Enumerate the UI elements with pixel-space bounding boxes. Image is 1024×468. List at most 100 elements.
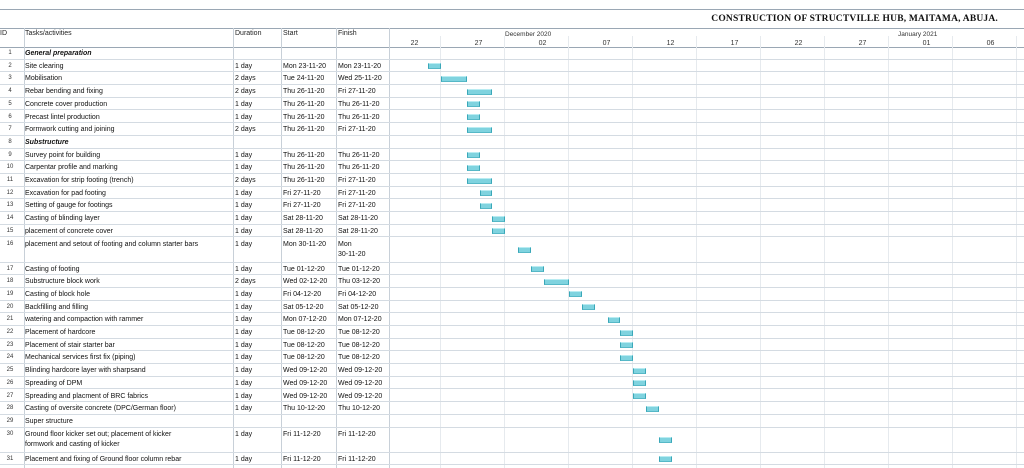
timeline-grid-line (504, 36, 506, 468)
gantt-task-bar[interactable] (492, 215, 506, 222)
task-row[interactable]: 30 Ground floor kicker set out; placement… (0, 428, 1024, 453)
task-row[interactable]: 20 Backfilling and filling 1 day Sat 05-12-… (0, 301, 1024, 314)
task-start: Tue 08-12-20 (283, 329, 325, 336)
task-row[interactable]: 18 Substructure block work 2 days Wed 02-12… (0, 275, 1024, 288)
row-divider (0, 388, 1024, 390)
task-finish: Fri 04-12-20 (338, 290, 377, 298)
gantt-task-bar[interactable] (582, 304, 595, 311)
task-name: General preparation (25, 50, 92, 57)
task-id: 20 (6, 303, 14, 310)
gantt-task-bar[interactable] (479, 190, 493, 197)
row-divider (0, 324, 1024, 326)
row-divider (0, 413, 1024, 415)
task-row[interactable]: 16 placement and setout of footing and co… (0, 238, 1024, 263)
gantt-task-bar[interactable] (466, 152, 480, 159)
gantt-task-bar[interactable] (530, 266, 544, 272)
task-row[interactable]: 6 Precast lintel production 1 day Thu 26-11… (0, 111, 1024, 124)
row-divider (0, 172, 1024, 174)
gantt-task-bar[interactable] (646, 405, 659, 412)
task-start: Thu 26-11-20 (283, 100, 325, 108)
row-divider (0, 337, 1024, 339)
task-duration: 1 day (235, 392, 253, 400)
col-header-duration[interactable]: Duration (235, 30, 262, 37)
timeline-day-label: 07 (602, 40, 611, 47)
col-header-task[interactable]: Tasks/activities (25, 30, 72, 37)
gantt-task-bar[interactable] (466, 101, 480, 108)
gantt-task-bar[interactable] (620, 342, 634, 349)
task-row[interactable]: 26 Spreading of DPM 1 day Wed 09-12-20 Wed 0… (0, 377, 1024, 390)
header-top-border (0, 28, 1024, 29)
task-row[interactable]: 25 Blinding hardcore layer with sharpsand… (0, 364, 1024, 377)
gantt-task-bar[interactable] (466, 126, 493, 133)
row-divider (0, 274, 1024, 276)
gantt-task-bar[interactable] (466, 164, 480, 171)
gantt-task-bar[interactable] (620, 329, 634, 336)
task-row[interactable]: 8 Substructure (0, 136, 1024, 149)
task-row[interactable]: 31 Placement and fixing of Ground floor c… (0, 453, 1024, 466)
gantt-task-bar[interactable] (607, 316, 621, 323)
task-id: 23 (6, 341, 14, 348)
task-id: 13 (6, 202, 14, 209)
gantt-task-bar[interactable] (658, 437, 672, 444)
task-row[interactable]: 9 Survey point for building 1 day Thu 26-11… (0, 149, 1024, 162)
task-row[interactable]: 23 Placement of stair starter bar 1 day Tue… (0, 339, 1024, 352)
task-finish: Sat 05-12-20 (338, 303, 379, 311)
task-row[interactable]: 2 Site clearing 1 day Mon 23-11-20 Mon 23-11… (0, 60, 1024, 73)
task-row[interactable]: 27 Spreading and placment of BRC fabrics 1… (0, 390, 1024, 403)
col-header-id[interactable]: ID (0, 30, 7, 37)
timeline-grid-line (952, 36, 954, 468)
task-finish: Tue 01-12-20 (338, 265, 380, 273)
task-row[interactable]: 1 General preparation (0, 47, 1024, 60)
task-row[interactable]: 28 Casting of oversite concrete (DPC/Germ… (0, 402, 1024, 415)
task-row[interactable]: 12 Excavation for pad footing 1 day Fri 27-… (0, 187, 1024, 200)
gantt-task-bar[interactable] (479, 202, 493, 209)
timeline-grid-line (760, 36, 762, 468)
gantt-task-bar[interactable] (492, 228, 506, 235)
task-row[interactable]: 3 Mobilisation 2 days Tue 24-11-20 Wed 25-11… (0, 72, 1024, 86)
task-id: 11 (6, 177, 14, 183)
gantt-task-bar[interactable] (441, 75, 467, 82)
gantt-task-bar[interactable] (466, 177, 493, 184)
task-row[interactable]: 7 Formwork cutting and joining 2 days Thu 2… (0, 123, 1024, 136)
task-row[interactable]: 24 Mechanical services first fix (piping)… (0, 351, 1024, 365)
task-start: Thu 26-11-20 (283, 126, 325, 134)
row-divider (0, 96, 1024, 98)
timeline-month-label: December 2020 (505, 31, 552, 38)
header-bottom-border (0, 47, 1024, 48)
task-row[interactable]: 13 Setting of gauge for footings 1 day Fri … (0, 199, 1024, 213)
task-row[interactable]: 14 Casting of blinding layer 1 day Sat 28-1… (0, 212, 1024, 225)
gantt-task-bar[interactable] (466, 114, 480, 120)
col-header-start[interactable]: Start (283, 30, 298, 37)
gantt-task-bar[interactable] (633, 367, 646, 374)
task-row[interactable]: 10 Carpentar profile and marking 1 day Thu … (0, 161, 1024, 174)
task-name: Casting of blinding layer (25, 215, 100, 223)
timeline-day-label: 27 (474, 40, 483, 47)
task-duration: 1 day (235, 367, 253, 375)
task-row[interactable]: 21 watering and compaction with rammer 1 d… (0, 313, 1024, 326)
gantt-task-bar[interactable] (428, 63, 442, 70)
task-row[interactable]: 15 placement of concrete cover 1 day Sat 28… (0, 225, 1024, 238)
task-finish: Tue 08-12-20 (338, 341, 380, 349)
row-divider (0, 223, 1024, 225)
task-row[interactable]: 17 Casting of footing 1 day Tue 01-12-20 Tue… (0, 263, 1024, 276)
task-finish-continued: 30-11-20 (338, 250, 366, 258)
task-row[interactable]: 5 Concrete cover production 1 day Thu 26-11… (0, 98, 1024, 111)
gantt-task-bar[interactable] (466, 88, 493, 95)
gantt-task-bar[interactable] (633, 393, 646, 399)
project-title: CONSTRUCTION OF STRUCTVILLE HUB, MAITAMA… (711, 14, 998, 24)
task-row[interactable]: 29 Super structure (0, 415, 1024, 428)
col-header-finish[interactable]: Finish (338, 30, 357, 37)
task-row[interactable]: 22 Placement of hardcore 1 day Tue 08-12-20… (0, 326, 1024, 339)
gantt-task-bar[interactable] (518, 247, 531, 253)
gantt-task-bar[interactable] (569, 291, 582, 298)
task-finish: Fri 27-11-20 (338, 177, 376, 184)
gantt-task-bar[interactable] (633, 380, 646, 387)
gantt-task-bar[interactable] (543, 278, 570, 285)
task-id: 17 (6, 265, 14, 272)
task-row[interactable]: 4 Rebar bending and fixing 2 days Thu 26-11… (0, 85, 1024, 98)
task-row[interactable]: 19 Casting of block hole 1 day Fri 04-12-20… (0, 288, 1024, 301)
gantt-task-bar[interactable] (658, 456, 672, 463)
task-name: Precast lintel production (25, 113, 100, 121)
task-row[interactable]: 11 Excavation for strip footing (trench) 2… (0, 174, 1024, 187)
gantt-task-bar[interactable] (620, 354, 634, 361)
